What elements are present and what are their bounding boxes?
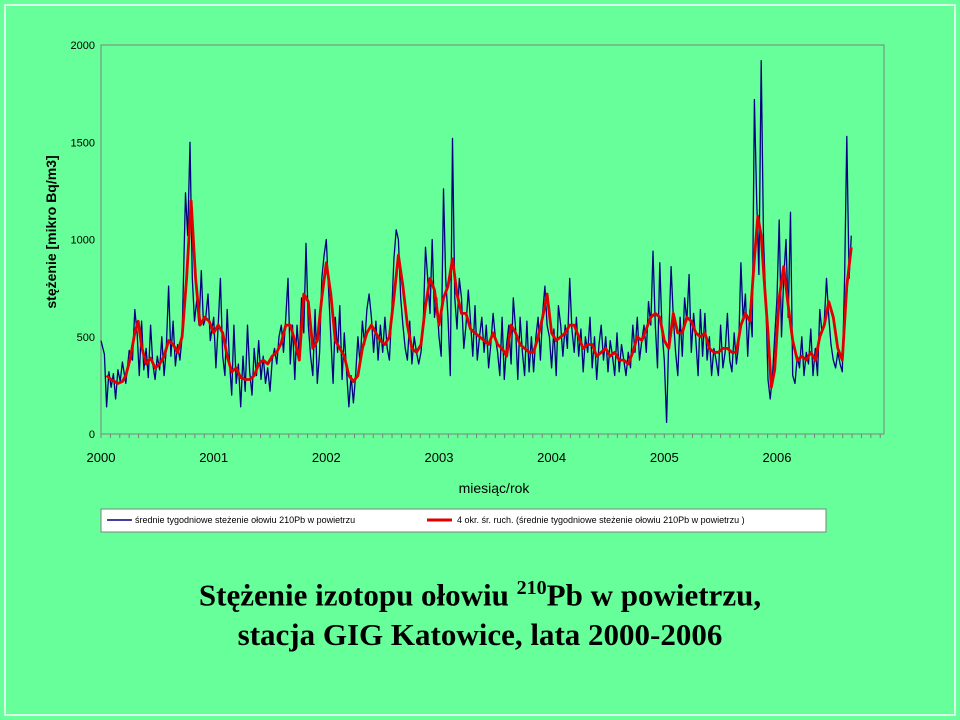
caption-line-1: Stężenie izotopu ołowiu 210Pb w powietrz… xyxy=(0,568,960,615)
x-tick-label-2003: 2003 xyxy=(425,450,454,465)
x-tick-label-2005: 2005 xyxy=(650,450,679,465)
y-tick-label-1500: 1500 xyxy=(71,137,95,149)
y-axis-label: stężenie [mikro Bq/m3] xyxy=(43,155,59,308)
x-tick-label-2004: 2004 xyxy=(537,450,566,465)
caption-text-after: Pb w powietrzu, xyxy=(546,577,762,613)
y-tick-label-500: 500 xyxy=(77,332,95,344)
x-tick-label-2006: 2006 xyxy=(763,450,792,465)
x-tick-label-2000: 2000 xyxy=(87,450,116,465)
series-line-moving-average xyxy=(105,199,853,389)
x-axis-minor-ticks xyxy=(100,434,881,438)
caption-superscript: 210 xyxy=(516,577,547,599)
caption: Stężenie izotopu ołowiu 210Pb w powietrz… xyxy=(0,568,960,655)
caption-line-2: stacja GIG Katowice, lata 2000-2006 xyxy=(237,617,723,653)
legend-box xyxy=(100,508,827,533)
y-axis-ticks: 0 500 1000 1500 2000 xyxy=(71,40,95,441)
legend-label-moving-average: 4 okr. śr. ruch. (średnie tygodniowe ste… xyxy=(457,515,745,525)
x-tick-label-2002: 2002 xyxy=(312,450,341,465)
x-axis-label: miesiąc/rok xyxy=(459,480,531,496)
x-tick-label-2001: 2001 xyxy=(199,450,228,465)
x-axis-ticks: 2000 2001 2002 2003 2004 2005 2006 xyxy=(87,450,792,465)
caption-text-before: Stężenie izotopu ołowiu xyxy=(198,577,517,613)
y-tick-label-1000: 1000 xyxy=(71,235,95,247)
legend-label-weekly: średnie tygodniowe steżenie ołowiu 210Pb… xyxy=(135,515,355,525)
y-tick-label-0: 0 xyxy=(89,429,95,441)
series-layer xyxy=(100,59,853,423)
legend: średnie tygodniowe steżenie ołowiu 210Pb… xyxy=(100,508,827,533)
plot-area xyxy=(100,44,885,435)
y-tick-label-2000: 2000 xyxy=(71,40,95,52)
